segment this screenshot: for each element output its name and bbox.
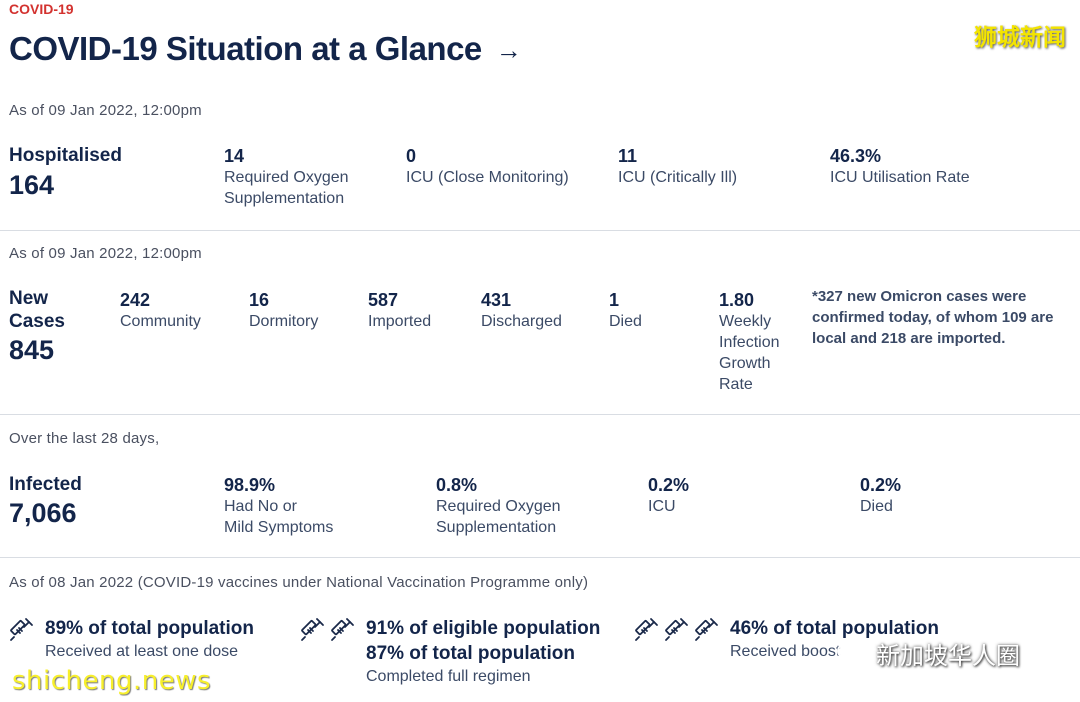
new-cases-label: Cases [9, 311, 65, 332]
stat-value: 587 [368, 290, 399, 310]
vaccination-item-full-regimen: 91% of eligible population 87% of total … [300, 616, 600, 688]
stat-label: ICU (Close Monitoring) [406, 169, 569, 186]
hospital-stat-icu-close: 0 ICU (Close Monitoring) [406, 145, 569, 188]
syringe-icon-group [300, 616, 358, 688]
new-cases-total: 845 [9, 335, 55, 365]
cases-stat-growth-rate: 1.80 Weekly Infection Growth Rate [719, 289, 779, 395]
syringe-icon-group [9, 616, 37, 663]
stat-label: Required Oxygen [436, 498, 561, 515]
vaccination-title: 91% of eligible population [366, 618, 601, 639]
vaccination-subtitle: Received boost [730, 643, 841, 660]
watermark-bottom-right: 新加坡华人圈 [836, 636, 1020, 671]
stat-label: Rate [719, 376, 753, 393]
stat-label: Discharged [481, 313, 562, 330]
cases-stat-community: 242 Community [120, 289, 201, 332]
stat-value: 0.2% [648, 475, 690, 495]
stat-label: Imported [368, 313, 432, 330]
page-title: COVID-19 Situation at a Glance [9, 30, 482, 67]
stat-label: Supplementation [224, 190, 345, 207]
new-cases-block: New Cases 845 [9, 287, 65, 365]
vaccination-title: 46% of total population [730, 618, 939, 639]
hospital-asof: As of 09 Jan 2022, 12:00pm [9, 102, 202, 119]
vaccination-item-booster: 46% of total population Received boost [634, 616, 939, 663]
syringe-icon [331, 618, 354, 641]
stat-label: Infection [719, 334, 780, 351]
cases-stat-imported: 587 Imported [368, 289, 431, 332]
wechat-icon [837, 641, 869, 665]
stat-value: 0.8% [436, 475, 478, 495]
hospital-stat-oxygen: 14 Required Oxygen Supplementation [224, 145, 349, 209]
stat-label: ICU [648, 498, 676, 515]
infected-stat-mild: 98.9% Had No or Mild Symptoms [224, 474, 333, 538]
stat-value: 431 [481, 290, 512, 310]
note-line: *327 new Omicron cases were [812, 288, 1027, 305]
stat-label: Had No or [224, 498, 297, 515]
vaccination-subtitle: Received at least one dose [45, 643, 239, 660]
syringe-icon [301, 618, 324, 641]
stat-label: ICU Utilisation Rate [830, 169, 970, 186]
vaccination-title: 87% of total population [366, 643, 575, 664]
divider [0, 230, 1080, 231]
infected-stat-died: 0.2% Died [860, 474, 901, 517]
syringe-icon [10, 618, 33, 641]
infected-stat-icu: 0.2% ICU [648, 474, 689, 517]
stat-label: Required Oxygen [224, 169, 349, 186]
syringe-icon [665, 618, 688, 641]
stat-label: Died [609, 313, 642, 330]
note-line: local and 218 are imported. [812, 330, 1006, 347]
stat-label: Growth [719, 355, 771, 372]
stat-label: Community [120, 313, 201, 330]
vaccination-subtitle: Completed full regimen [366, 668, 531, 685]
cases-stat-dormitory: 16 Dormitory [249, 289, 318, 332]
cases-stat-died: 1 Died [609, 289, 642, 332]
stat-value: 1 [609, 290, 620, 310]
syringe-icon [695, 618, 718, 641]
cases-asof: As of 09 Jan 2022, 12:00pm [9, 245, 202, 262]
syringe-icon-group [634, 616, 722, 663]
infected-stat-oxygen: 0.8% Required Oxygen Supplementation [436, 474, 561, 538]
omicron-note: *327 new Omicron cases were confirmed to… [812, 286, 1053, 349]
stat-label: Supplementation [436, 519, 557, 536]
vaccination-item-first-dose: 89% of total population Received at leas… [9, 616, 254, 663]
stat-label: Mild Symptoms [224, 519, 334, 536]
stat-label: Dormitory [249, 313, 319, 330]
new-cases-label: New [9, 288, 49, 309]
stat-value: 11 [618, 146, 638, 166]
section-tag: COVID-19 [9, 1, 74, 17]
stat-value: 0.2% [860, 475, 902, 495]
hospital-stat-icu-utilisation: 46.3% ICU Utilisation Rate [830, 145, 970, 188]
hospitalised-total: 164 [9, 170, 55, 200]
cases-stat-discharged: 431 Discharged [481, 289, 562, 332]
divider [0, 414, 1080, 415]
stat-label: Weekly [719, 313, 772, 330]
hospital-stat-icu-critical: 11 ICU (Critically Ill) [618, 145, 737, 188]
stat-label: Died [860, 498, 893, 515]
infected-total: 7,066 [9, 498, 77, 528]
hospitalised-label: Hospitalised [9, 145, 122, 166]
watermark-bottom-left: shicheng.news [12, 666, 212, 696]
stat-value: 1.80 [719, 290, 755, 310]
infected-asof: Over the last 28 days, [9, 430, 160, 447]
page-title-link[interactable]: COVID-19 Situation at a Glance → [9, 30, 522, 68]
stat-value: 46.3% [830, 146, 882, 166]
vaccination-title: 89% of total population [45, 618, 254, 639]
watermark-text: 新加坡华人圈 [876, 642, 1020, 670]
watermark-top-right: 狮城新闻 [974, 25, 1066, 51]
syringe-icon [635, 618, 658, 641]
divider [0, 557, 1080, 558]
vaccination-asof: As of 08 Jan 2022 (COVID-19 vaccines und… [9, 574, 589, 591]
stat-value: 16 [249, 290, 270, 310]
arrow-right-icon: → [495, 34, 522, 65]
stat-value: 98.9% [224, 475, 276, 495]
stat-label: ICU (Critically Ill) [618, 169, 738, 186]
stat-value: 14 [224, 146, 245, 166]
stat-value: 0 [406, 146, 417, 166]
stat-value: 242 [120, 290, 151, 310]
infected-label: Infected [9, 474, 82, 495]
note-line: confirmed today, of whom 109 are [812, 309, 1054, 326]
